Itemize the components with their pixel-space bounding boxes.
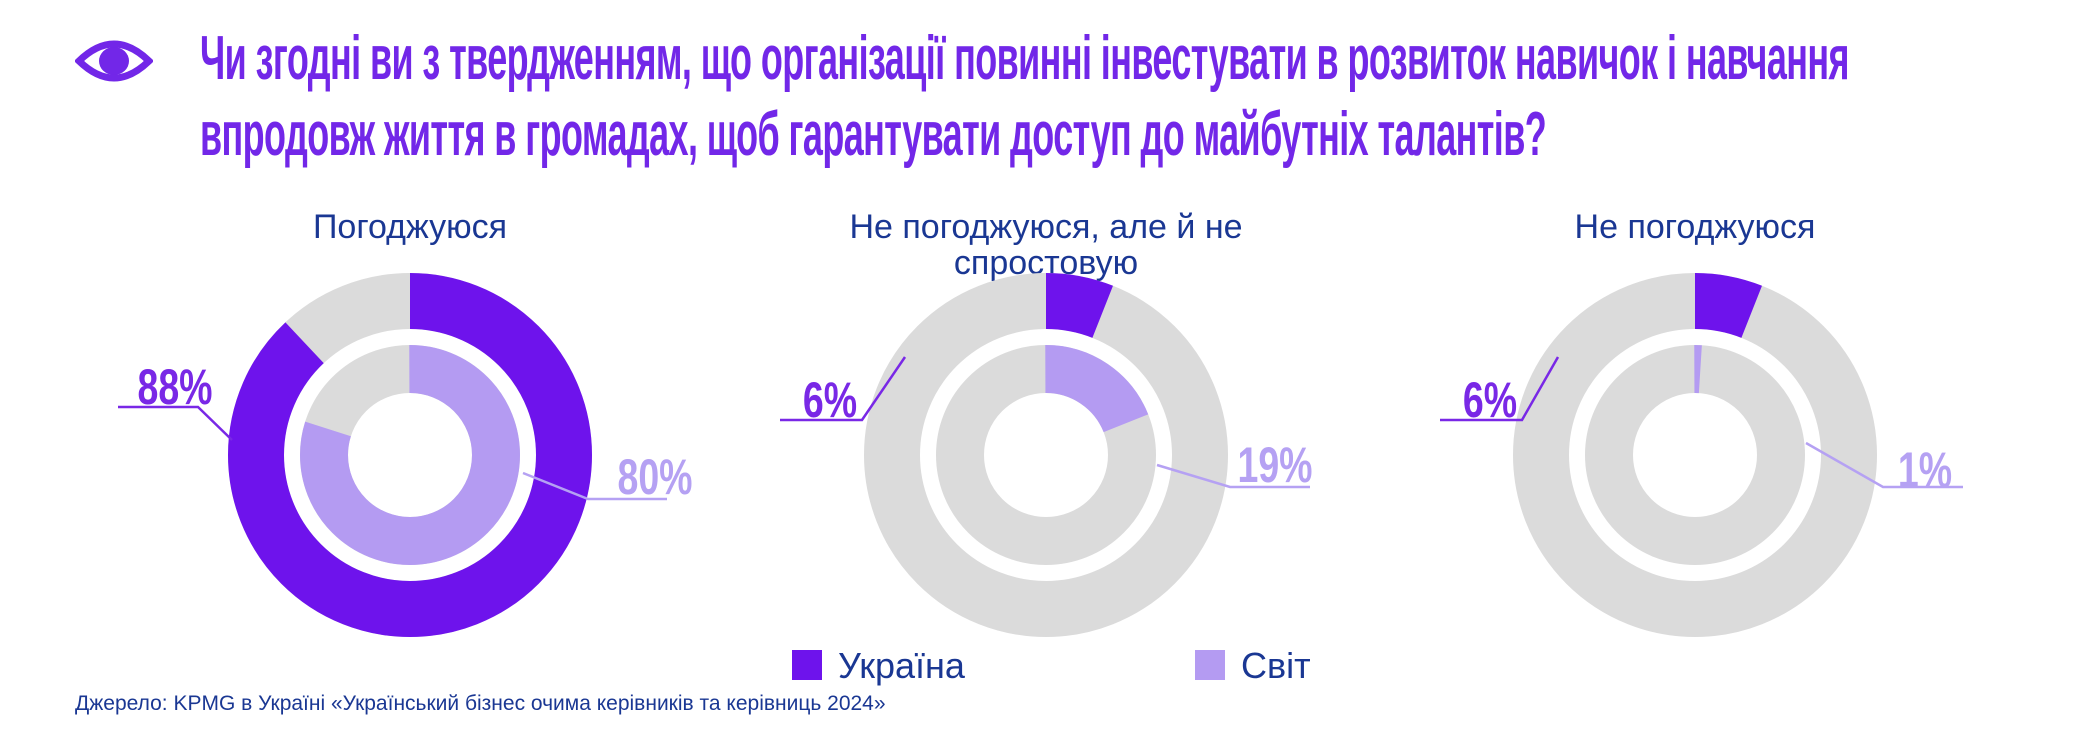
ukraine-value-label: 6% [1462,372,1518,428]
chart-title-neutral: Не погоджуюся, але й не спростовую [849,208,1243,283]
world-value-label: 1% [1897,442,1953,498]
legend-swatch-ukraine [792,650,822,680]
chart-title-disagree: Не погоджуюся [1574,208,1816,246]
chart-title-agree: Погоджуюся [312,208,508,246]
ukraine-callout-line [1440,356,1560,422]
donut-chart-disagree: Не погоджуюся 6% 1% [1400,195,2040,675]
legend-swatch-world [1195,650,1225,680]
donut-chart-agree: Погоджуюся 88% 80% [75,195,715,675]
world-callout-line [522,471,667,501]
donut-chart-neutral: Не погоджуюся, але й не спростовую 6% 19… [740,195,1380,675]
question-title-line2: впродовж життя в громадах, щоб гарантува… [200,100,1547,169]
legend-label-ukraine: Україна [838,645,965,686]
eye-icon [75,40,153,82]
source-note: Джерело: KPMG в Україні «Український біз… [75,692,886,715]
ukraine-value-label: 88% [137,359,213,415]
ukraine-callout-line [118,405,233,441]
ukraine-callout-line [780,356,907,422]
donut-rings [1440,273,1963,637]
world-callout-line [1156,463,1310,489]
donut-rings [780,273,1310,637]
ukraine-value-label: 6% [802,372,858,428]
world-value-label: 19% [1237,437,1313,493]
legend-label-world: Світ [1241,645,1311,686]
donut-rings [118,273,667,637]
world-callout-line [1805,441,1963,489]
question-title-line1: Чи згодні ви з твердженням, що організац… [200,24,1850,93]
world-value-label: 80% [617,449,693,505]
